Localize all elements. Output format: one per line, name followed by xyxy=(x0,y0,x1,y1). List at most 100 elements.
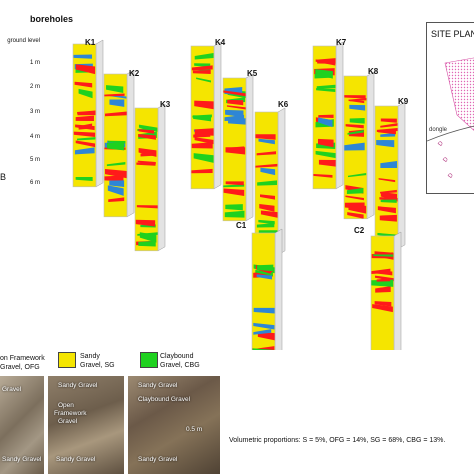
lithology-lens xyxy=(257,331,275,341)
lithology-lens xyxy=(349,118,365,124)
lithology-lens xyxy=(193,153,214,163)
lithology-lens xyxy=(107,185,124,196)
lithology-lens xyxy=(348,172,367,178)
lithology-lens xyxy=(191,65,213,71)
lithology-lens xyxy=(318,159,336,167)
lithology-lens xyxy=(375,286,391,293)
lithology-lens xyxy=(344,202,365,210)
borehole-label-k7: K7 xyxy=(336,38,347,47)
borehole-side-face xyxy=(95,39,104,188)
lithology-lens xyxy=(140,151,156,157)
lithology-lens xyxy=(75,115,94,121)
lithology-lens xyxy=(225,109,244,118)
lithology-lens xyxy=(373,254,394,257)
lithology-lens xyxy=(317,58,336,64)
lithology-lens xyxy=(345,195,364,201)
borehole-label-k9: K9 xyxy=(398,97,409,106)
lithology-lens xyxy=(226,105,246,110)
borehole-label-k8: K8 xyxy=(368,67,379,76)
lithology-lens xyxy=(256,274,273,280)
photo2-label-1: Sandy Gravel xyxy=(58,382,98,389)
volumetric-proportions: Volumetric proportions: S = 5%, OFG = 14… xyxy=(229,437,446,444)
borehole-c2 xyxy=(370,231,402,350)
lithology-lens xyxy=(380,191,398,201)
legend-cbg-line1: Claybound xyxy=(160,353,194,360)
lithology-lens xyxy=(260,167,276,176)
lithology-lens xyxy=(192,69,211,74)
borehole-label-k6: K6 xyxy=(278,100,289,109)
lithology-lens xyxy=(193,115,212,122)
borehole-outline xyxy=(103,73,128,218)
lithology-lens xyxy=(106,85,124,94)
lithology-lens xyxy=(349,98,367,102)
borehole-side-face xyxy=(274,228,283,350)
lithology-lens xyxy=(256,264,274,272)
borehole-label-k5: K5 xyxy=(247,69,258,78)
lithology-lens xyxy=(313,173,333,178)
lithology-lens xyxy=(259,204,275,212)
lithology-lens xyxy=(314,71,333,79)
borehole-body xyxy=(371,236,394,350)
diagram-title: boreholes xyxy=(30,14,74,24)
legend-sg-text: Sandy Gravel, SG xyxy=(80,352,115,370)
lithology-lens xyxy=(74,147,95,155)
lithology-lens xyxy=(73,54,93,59)
photo2-label-4: Gravel xyxy=(58,418,78,425)
lithology-lens xyxy=(108,197,125,202)
depth-label-4m: 4 m xyxy=(29,134,40,140)
borehole-label-c2: C2 xyxy=(354,226,365,235)
lithology-lens xyxy=(376,278,391,282)
edge-letter: B xyxy=(0,172,7,182)
borehole-body xyxy=(135,108,158,251)
site-plan-road-label: dongle xyxy=(429,127,448,133)
borehole-k9 xyxy=(374,101,406,250)
borehole-k5 xyxy=(222,73,254,222)
photo2-label-3: Framework xyxy=(54,410,87,417)
lithology-lens xyxy=(73,131,96,137)
lithology-lens xyxy=(371,279,394,287)
depth-label-5m: 5 m xyxy=(29,157,40,163)
borehole-label-k4: K4 xyxy=(215,38,226,47)
borehole-outline xyxy=(251,232,276,350)
depth-label-1m: 1 m xyxy=(29,60,40,66)
lithology-lens xyxy=(372,304,393,313)
lithology-lens xyxy=(191,142,213,149)
lithology-lens xyxy=(344,142,365,151)
lithology-lens xyxy=(260,210,278,218)
lithology-lens xyxy=(347,130,364,135)
borehole-body xyxy=(375,106,398,249)
lithology-lens xyxy=(318,114,334,119)
lithology-lens xyxy=(139,232,157,243)
legend-ofg-line2: Gravel, OFG xyxy=(0,364,40,371)
photo1-label-gravel: Gravel xyxy=(2,386,22,393)
photo3-label-2: Claybound Gravel xyxy=(138,396,191,403)
lithology-lens xyxy=(75,177,93,181)
photo-sandy-gravel: Sandy Gravel Open Framework Gravel Sandy… xyxy=(48,376,124,474)
lithology-lens xyxy=(256,223,275,228)
lithology-lens xyxy=(196,77,211,83)
lithology-lens xyxy=(376,140,395,148)
photo-claybound-gravel: Sandy Gravel Claybound Gravel 0.5 m Sand… xyxy=(128,376,220,474)
borehole-outline xyxy=(72,43,97,188)
lithology-lens xyxy=(380,133,396,137)
depth-label-ground: ground level xyxy=(7,38,40,44)
lithology-lens xyxy=(227,99,244,106)
borehole-k8 xyxy=(343,71,375,220)
lithology-lens xyxy=(255,134,276,140)
lithology-lens xyxy=(317,138,334,148)
lithology-lens xyxy=(316,84,336,89)
lithology-lens xyxy=(253,322,275,330)
lithology-lens xyxy=(349,104,366,111)
lithology-lens xyxy=(104,93,125,97)
lithology-lens xyxy=(374,301,392,307)
lithology-lens xyxy=(223,184,245,188)
legend-sg-line2: Gravel, SG xyxy=(80,362,115,369)
borehole-outline xyxy=(134,107,159,252)
lithology-lens xyxy=(74,81,93,88)
legend-cbg-line2: Gravel, CBG xyxy=(160,362,200,369)
depth-label-2m: 2 m xyxy=(29,84,40,90)
borehole-side-face xyxy=(213,41,222,190)
borehole-c1 xyxy=(251,228,283,350)
borehole-label-c1: C1 xyxy=(236,221,247,230)
lithology-lens xyxy=(377,206,396,214)
